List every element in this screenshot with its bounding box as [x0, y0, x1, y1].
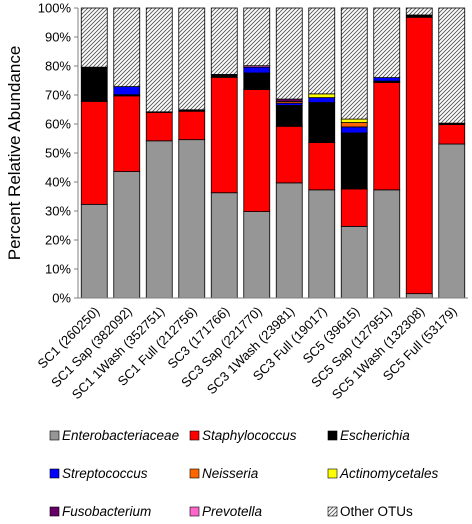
y-tick-label: 40%: [45, 175, 71, 190]
bar-segment: [373, 77, 401, 82]
legend-swatch: [49, 430, 60, 441]
bar-segment: [145, 140, 173, 299]
bar-segment: [373, 82, 401, 191]
bar-segment: [80, 100, 108, 205]
bar-segment: [243, 72, 271, 90]
y-tick-label: 60%: [45, 117, 71, 132]
bar-segment: [210, 192, 238, 299]
bar-segment: [340, 188, 368, 227]
bar-segment: [178, 139, 206, 299]
bars-group: [80, 7, 466, 299]
bar-segment: [275, 7, 303, 100]
bar-segment: [340, 225, 368, 299]
y-axis-label: Percent Relative Abundance: [5, 46, 24, 261]
bar-segment: [340, 122, 368, 128]
bar-segment: [405, 7, 433, 16]
bar-segment: [145, 112, 173, 142]
bar-segment: [113, 7, 141, 87]
legend-label: Escherichia: [340, 428, 410, 443]
legend-swatch: [49, 506, 60, 517]
bar-segment: [178, 7, 206, 111]
bar-segment: [113, 171, 141, 299]
bar-segment: [308, 93, 336, 99]
y-tick-label: 30%: [45, 204, 71, 219]
legend-label: Prevotella: [202, 504, 263, 519]
legend-label: Other OTUs: [340, 504, 413, 519]
legend-swatch: [327, 430, 338, 441]
bar-segment: [340, 7, 368, 120]
bar-segment: [210, 7, 238, 75]
legend-swatch: [327, 468, 338, 479]
bar-segment: [210, 74, 238, 78]
legend-swatch: [327, 506, 338, 517]
bar-segment: [340, 118, 368, 123]
bar-segment: [340, 132, 368, 190]
bar-segment: [113, 95, 141, 172]
legend-swatch: [49, 468, 60, 479]
legend-label: Neisseria: [202, 466, 259, 481]
y-tick-label: 70%: [45, 88, 71, 103]
legend-swatch: [189, 430, 200, 441]
bar-segment: [275, 182, 303, 299]
y-tick-label: 100%: [38, 1, 72, 16]
y-tick-label: 90%: [45, 30, 71, 45]
bar-segment: [243, 7, 271, 67]
bar-segment: [308, 142, 336, 191]
bar-segment: [405, 293, 433, 299]
bar-segment: [275, 105, 303, 127]
bar-segment: [243, 89, 271, 212]
x-axis-tick-labels: SC1 (260250)SC1 Sap (382092)SC1 1Wash (3…: [35, 304, 460, 403]
bar-segment: [405, 16, 433, 295]
bar-segment: [210, 76, 238, 194]
bar-segment: [243, 66, 271, 74]
legend-label: Enterobacteriaceae: [62, 428, 179, 443]
bar-segment: [373, 7, 401, 78]
y-tick-label: 0%: [52, 291, 71, 306]
bar-segment: [80, 7, 108, 68]
bar-segment: [308, 102, 336, 143]
bar-segment: [178, 110, 206, 141]
y-tick-label: 50%: [45, 146, 71, 161]
bar-segment: [80, 66, 108, 102]
bar-segment: [308, 7, 336, 95]
legend-swatch: [189, 468, 200, 479]
legend-swatch: [189, 506, 200, 517]
legend: Enterobacteriaceae Staphylococcus Escheric…: [49, 428, 439, 519]
legend-label: Staphylococcus: [202, 428, 297, 443]
legend-label: Streptococcus: [62, 466, 148, 481]
bar-segment: [438, 143, 466, 299]
bar-segment: [113, 86, 141, 96]
bar-segment: [438, 124, 466, 145]
bar-segment: [275, 125, 303, 184]
y-tick-label: 20%: [45, 233, 71, 248]
bar-segment: [373, 189, 401, 299]
legend-label: Actinomycetales: [339, 466, 439, 481]
y-axis-ticks: 0% 10% 20% 30% 40% 50% 60% 70% 80% 90% 100%: [38, 1, 78, 306]
bar-segment: [308, 97, 336, 103]
y-tick-label: 10%: [45, 262, 71, 277]
bar-segment: [340, 126, 368, 134]
y-tick-label: 80%: [45, 59, 71, 74]
bar-segment: [145, 7, 173, 113]
legend-label: Fusobacterium: [62, 504, 151, 519]
bar-segment: [80, 203, 108, 299]
bar-segment: [438, 7, 466, 124]
bar-segment: [243, 211, 271, 299]
bar-segment: [308, 189, 336, 299]
